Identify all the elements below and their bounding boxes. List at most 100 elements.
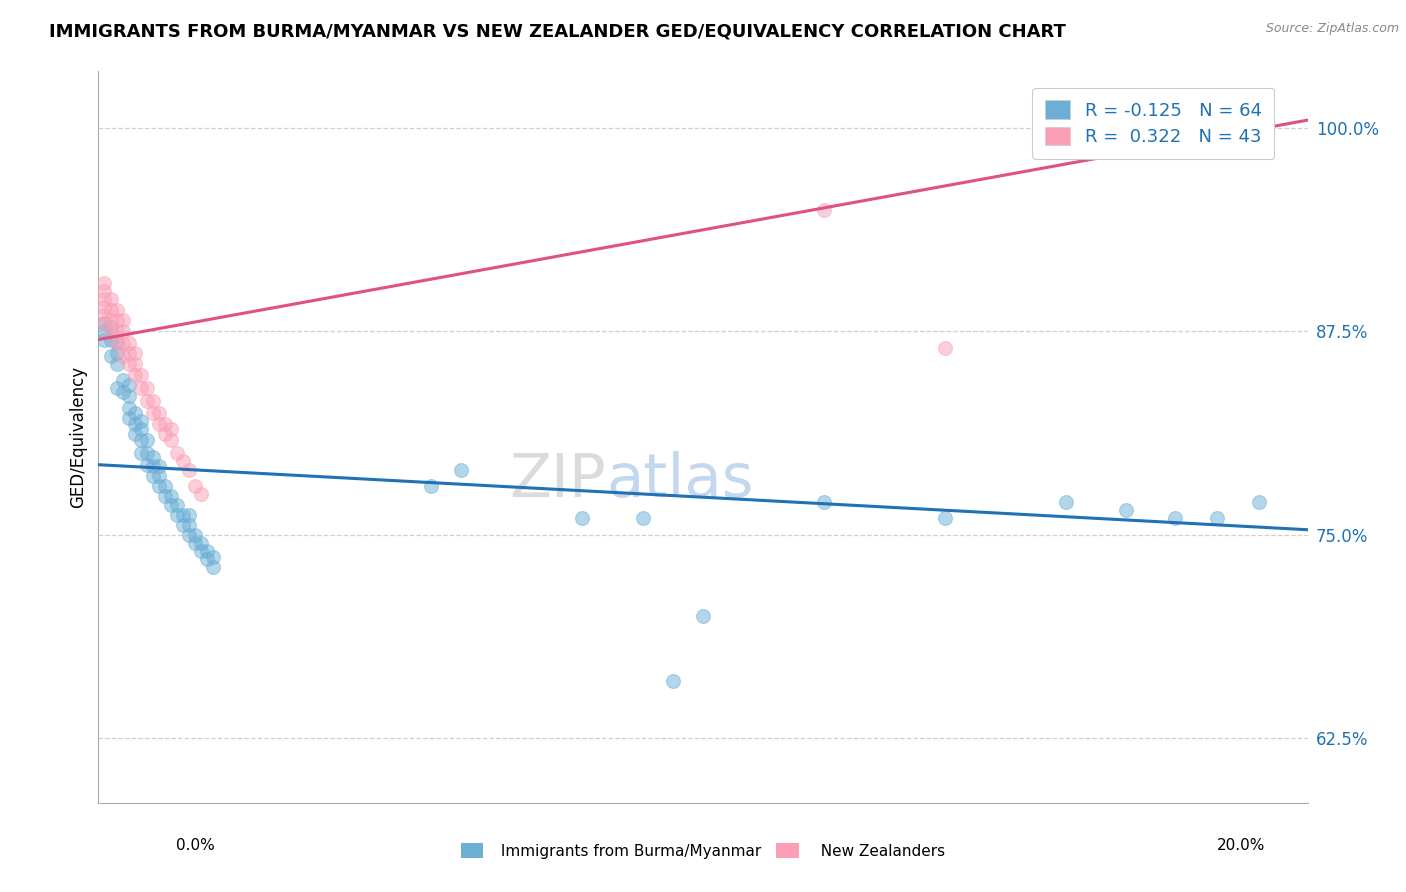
Point [105, 335, 128, 350]
Point [100, 325, 122, 339]
Point [105, 303, 128, 318]
Point [135, 394, 157, 409]
Point [111, 349, 134, 363]
Point [93, 325, 115, 339]
Point [184, 535, 207, 549]
Point [93, 308, 115, 322]
Point [129, 446, 152, 460]
Point [129, 414, 152, 428]
Point [450, 462, 472, 476]
Point [153, 426, 176, 441]
Text: Source: ZipAtlas.com: Source: ZipAtlas.com [1265, 22, 1399, 36]
Point [118, 378, 141, 392]
Point [111, 313, 134, 327]
Point [124, 426, 146, 441]
Point [166, 508, 188, 522]
Point [195, 552, 218, 566]
Point [124, 357, 146, 371]
Legend:  Immigrants from Burma/Myanmar,   New Zealanders: Immigrants from Burma/Myanmar, New Zeala… [453, 836, 953, 866]
Point [1115, 503, 1137, 517]
Point [934, 341, 956, 355]
Point [142, 450, 165, 464]
Point [100, 349, 122, 363]
Point [166, 499, 188, 513]
Point [111, 325, 134, 339]
Point [93, 284, 115, 298]
Point [195, 544, 218, 558]
Point [118, 389, 141, 403]
Point [93, 316, 115, 330]
Point [153, 479, 176, 493]
Point [100, 333, 122, 347]
Point [142, 469, 165, 483]
Point [190, 487, 212, 501]
Point [129, 368, 152, 383]
Point [172, 454, 194, 468]
Point [100, 303, 122, 318]
Point [692, 608, 714, 623]
Point [105, 313, 128, 327]
Point [93, 292, 115, 306]
Point [111, 384, 134, 399]
Text: ZIP: ZIP [509, 451, 606, 510]
Point [153, 489, 176, 503]
Point [179, 517, 201, 532]
Point [184, 527, 207, 541]
Point [148, 406, 170, 420]
Point [93, 333, 115, 347]
Point [105, 357, 128, 371]
Point [420, 479, 443, 493]
Point [118, 345, 141, 359]
Point [631, 511, 654, 525]
Point [129, 381, 152, 395]
Text: atlas: atlas [606, 451, 754, 510]
Point [129, 434, 152, 448]
Point [142, 406, 165, 420]
Point [148, 417, 170, 431]
Point [190, 544, 212, 558]
Point [100, 319, 122, 334]
Point [111, 373, 134, 387]
Point [124, 368, 146, 383]
Point [142, 394, 165, 409]
Point [148, 459, 170, 474]
Point [1163, 511, 1185, 525]
Point [105, 325, 128, 339]
Point [160, 422, 183, 436]
Point [93, 276, 115, 290]
Point [202, 560, 225, 574]
Point [172, 517, 194, 532]
Point [124, 345, 146, 359]
Point [1249, 495, 1271, 509]
Point [661, 673, 683, 688]
Text: 20.0%: 20.0% [1218, 838, 1265, 854]
Text: 0.0%: 0.0% [176, 838, 215, 854]
Point [135, 446, 157, 460]
Point [160, 434, 183, 448]
Point [184, 479, 207, 493]
Point [190, 535, 212, 549]
Point [118, 357, 141, 371]
Point [571, 511, 593, 525]
Point [148, 479, 170, 493]
Legend: R = -0.125   N = 64, R =  0.322   N = 43: R = -0.125 N = 64, R = 0.322 N = 43 [1032, 87, 1274, 159]
Point [105, 335, 128, 350]
Point [111, 337, 134, 351]
Point [105, 381, 128, 395]
Point [160, 499, 183, 513]
Point [100, 292, 122, 306]
Y-axis label: GED/Equivalency: GED/Equivalency [69, 366, 87, 508]
Point [813, 495, 835, 509]
Point [148, 469, 170, 483]
Point [105, 345, 128, 359]
Point [934, 511, 956, 525]
Point [179, 508, 201, 522]
Point [135, 381, 157, 395]
Point [135, 434, 157, 448]
Point [118, 335, 141, 350]
Point [153, 417, 176, 431]
Point [135, 458, 157, 472]
Point [124, 406, 146, 420]
Point [129, 422, 152, 436]
Point [118, 401, 141, 415]
